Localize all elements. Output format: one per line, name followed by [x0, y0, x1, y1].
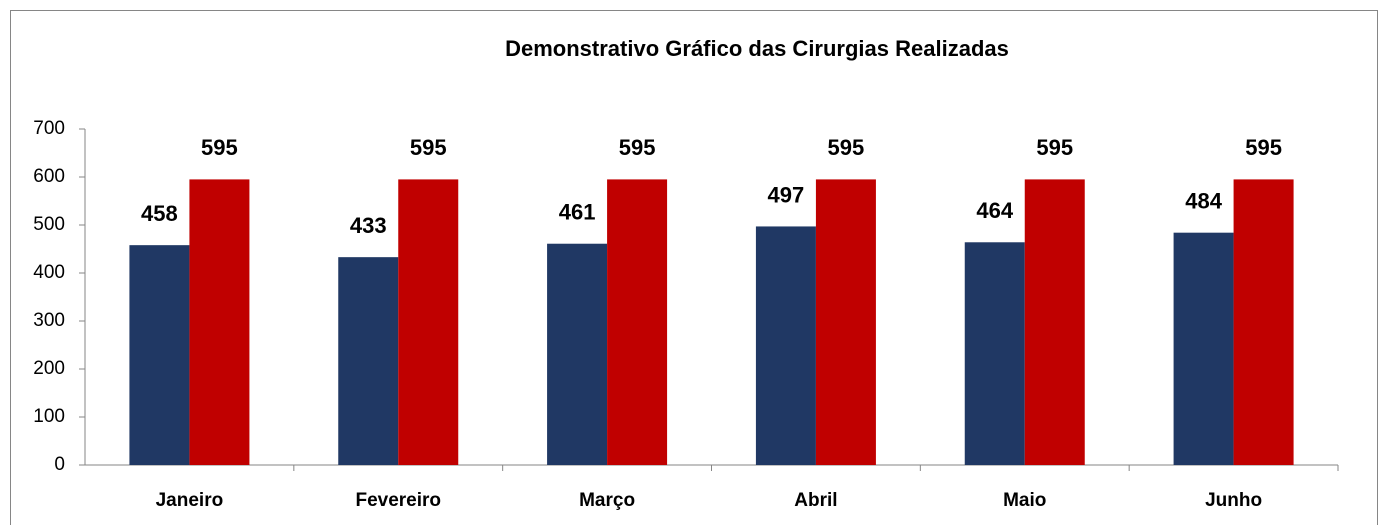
y-tick-label: 200 [33, 358, 65, 379]
bar [189, 179, 250, 465]
y-tick-label: 700 [33, 118, 65, 139]
y-tick-label: 100 [33, 406, 65, 427]
bar [129, 245, 190, 465]
bar [547, 243, 608, 465]
x-tick-label: Março [579, 490, 635, 511]
data-label: 458 [141, 201, 178, 226]
data-label: 595 [828, 135, 865, 160]
data-label: 497 [768, 182, 805, 207]
data-label: 484 [1185, 188, 1222, 213]
data-label: 595 [410, 135, 447, 160]
data-label: 595 [619, 135, 656, 160]
x-tick-label: Fevereiro [355, 490, 441, 511]
data-label: 461 [559, 200, 596, 225]
bar [1233, 179, 1294, 465]
data-label: 595 [201, 135, 238, 160]
x-tick-label: Junho [1205, 490, 1262, 511]
x-tick-label: Abril [794, 490, 837, 511]
y-tick-label: 300 [33, 310, 65, 331]
y-tick-label: 400 [33, 262, 65, 283]
chart-title: Demonstrativo Gráfico das Cirurgias Real… [505, 36, 1009, 61]
data-label: 464 [976, 198, 1013, 223]
bar [1173, 232, 1234, 465]
data-label: 433 [350, 213, 387, 238]
bar [755, 226, 816, 465]
bar [607, 179, 668, 465]
y-tick-label: 0 [54, 454, 65, 475]
bar [964, 242, 1025, 465]
bar [398, 179, 459, 465]
bar [338, 257, 399, 465]
data-label: 595 [1245, 135, 1282, 160]
data-label: 595 [1036, 135, 1073, 160]
x-tick-label: Maio [1003, 490, 1046, 511]
y-tick-label: 500 [33, 214, 65, 235]
y-tick-label: 600 [33, 166, 65, 187]
x-tick-label: Janeiro [156, 490, 224, 511]
bar [1024, 179, 1085, 465]
bar [815, 179, 876, 465]
